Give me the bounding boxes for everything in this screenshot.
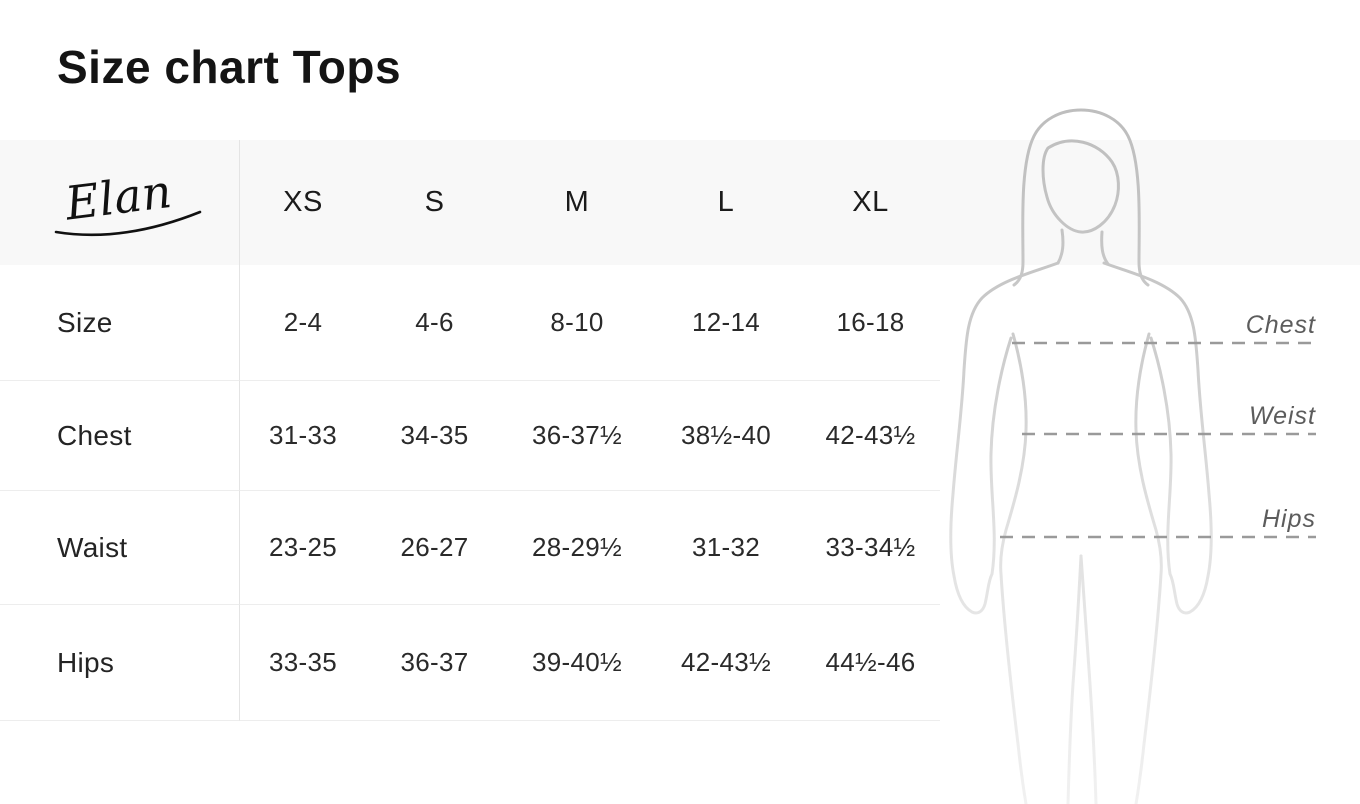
cell-hips-xs: 33-35 xyxy=(240,605,366,721)
body-measurement-figure xyxy=(930,104,1360,804)
row-label-hips: Hips xyxy=(0,605,240,721)
col-header-m: M xyxy=(564,186,590,218)
cell-hips-s: 36-37 xyxy=(366,605,503,721)
cell-hips-l: 42-43½ xyxy=(651,605,801,721)
col-header-l: L xyxy=(717,186,735,218)
col-header-s: S xyxy=(424,186,445,218)
brand-logo: Elan xyxy=(54,163,202,236)
table-header-band xyxy=(0,140,1360,265)
row-label-size: Size xyxy=(0,265,240,381)
female-silhouette-illustration xyxy=(949,108,1316,804)
col-header-xs: XS xyxy=(283,186,323,218)
brand-logo-text: Elan xyxy=(61,163,174,230)
cell-waist-xs: 23-25 xyxy=(240,491,366,605)
cell-size-xs: 2-4 xyxy=(240,265,366,381)
cell-waist-l: 31-32 xyxy=(651,491,801,605)
cell-waist-s: 26-27 xyxy=(366,491,503,605)
cell-size-xl: 16-18 xyxy=(801,265,940,381)
cell-hips-m: 39-40½ xyxy=(503,605,651,721)
brand-logo-cell: Elan xyxy=(0,140,240,265)
cell-chest-xs: 31-33 xyxy=(240,381,366,491)
brand-logo-underline xyxy=(54,210,202,236)
row-label-chest: Chest xyxy=(0,381,240,491)
cell-waist-m: 28-29½ xyxy=(503,491,651,605)
cell-chest-l: 38½-40 xyxy=(651,381,801,491)
cell-hips-xl: 44½-46 xyxy=(801,605,940,721)
cell-size-l: 12-14 xyxy=(651,265,801,381)
cell-chest-xl: 42-43½ xyxy=(801,381,940,491)
col-header-xl: XL xyxy=(852,186,889,218)
cell-size-s: 4-6 xyxy=(366,265,503,381)
chest-measure-label: Chest xyxy=(1245,311,1316,339)
row-label-waist: Waist xyxy=(0,491,240,605)
hips-measure-label: Hips xyxy=(1261,505,1316,533)
cell-waist-xl: 33-34½ xyxy=(801,491,940,605)
waist-measure-label: Weist xyxy=(1248,402,1316,430)
cell-chest-s: 34-35 xyxy=(366,381,503,491)
size-chart-table: Elan XS S M L XL Size 2-4 4-6 8-10 12-14… xyxy=(0,140,940,721)
page-title: Size chart Tops xyxy=(57,41,402,93)
cell-size-m: 8-10 xyxy=(503,265,651,381)
cell-chest-m: 36-37½ xyxy=(503,381,651,491)
